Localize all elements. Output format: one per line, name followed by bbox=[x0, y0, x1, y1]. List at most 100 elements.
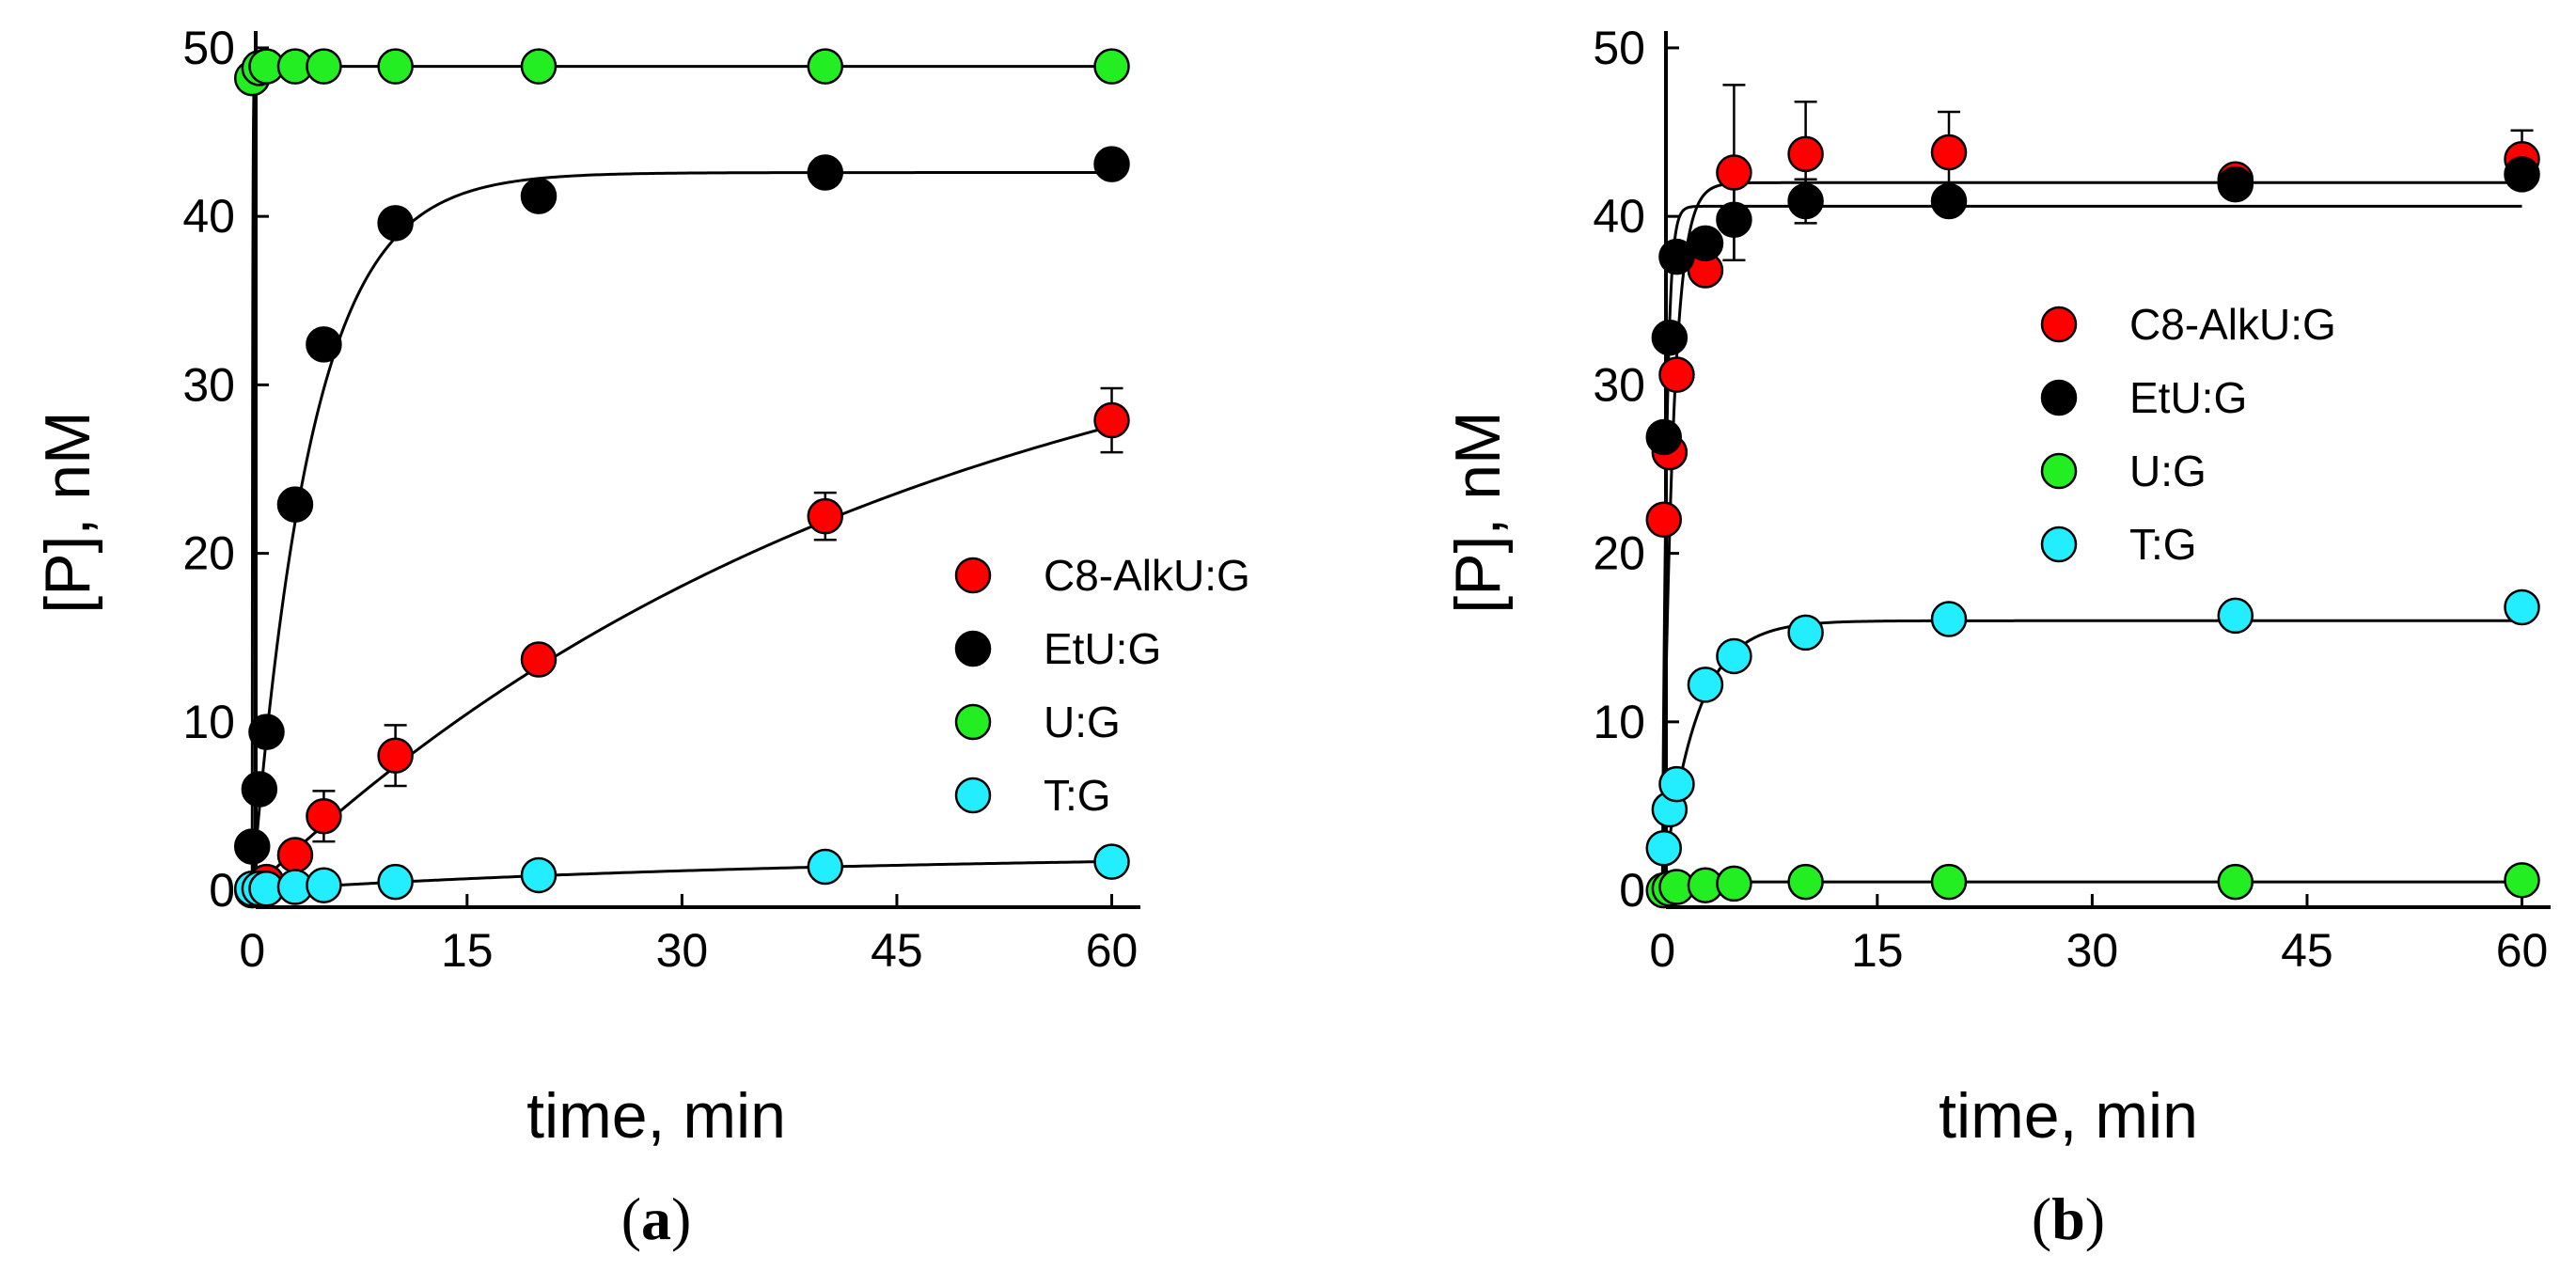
legend-label-a-t-g: T:G bbox=[1044, 771, 1111, 820]
caption-a-letter: a bbox=[641, 1185, 671, 1252]
x-tick-label-b-0: 0 bbox=[1649, 924, 1675, 977]
legend-marker-b-c8-alku-g bbox=[2040, 306, 2078, 343]
x-tick-label-b-30: 30 bbox=[2066, 924, 2119, 977]
data-point-b-t-g-7 bbox=[2217, 597, 2254, 635]
data-point-a-t-g-8 bbox=[1093, 843, 1130, 880]
y-tick-label-b-50: 50 bbox=[1593, 22, 1645, 74]
y-tick-label-b-30: 30 bbox=[1593, 358, 1645, 411]
legend-marker-a-t-g bbox=[954, 777, 992, 814]
data-point-b-u-g-4 bbox=[1716, 865, 1752, 902]
y-tick-label-a-50: 50 bbox=[182, 22, 235, 74]
x-axis-title-b: time, min bbox=[1939, 1080, 2198, 1152]
data-point-a-etu-g-3 bbox=[276, 486, 314, 523]
data-point-a-u-g-4 bbox=[306, 48, 342, 85]
legend-marker-a-c8-alku-g bbox=[954, 557, 992, 594]
fit-curve-a-u-g bbox=[250, 65, 1112, 891]
data-point-a-u-g-5 bbox=[377, 48, 414, 85]
data-point-a-etu-g-7 bbox=[807, 154, 844, 191]
data-point-a-c8-alku-g-8 bbox=[1093, 401, 1130, 439]
legend-label-b-etu-g: EtU:G bbox=[2129, 373, 2247, 422]
data-point-a-t-g-6 bbox=[520, 856, 558, 894]
data-point-a-etu-g-6 bbox=[520, 178, 558, 214]
legend-label-b-u-g: U:G bbox=[2129, 447, 2207, 495]
legend-label-a-etu-g: EtU:G bbox=[1044, 624, 1161, 673]
y-axis-title-b: [P], nM bbox=[1442, 411, 1514, 613]
caption-b-letter: b bbox=[2051, 1185, 2085, 1252]
x-axis-title-a: time, min bbox=[526, 1080, 786, 1152]
caption-b-close: ) bbox=[2085, 1185, 2105, 1252]
data-point-b-etu-g-7 bbox=[2217, 165, 2254, 203]
caption-b: (b) bbox=[2032, 1185, 2105, 1252]
y-axis-title-a: [P], nM bbox=[32, 411, 103, 613]
legend-label-b-c8-alku-g: C8-AlkU:G bbox=[2129, 300, 2336, 349]
data-point-a-t-g-4 bbox=[306, 867, 342, 903]
data-point-b-t-g-3 bbox=[1687, 667, 1724, 703]
legend-marker-a-u-g bbox=[954, 703, 992, 741]
data-point-a-c8-alku-g-6 bbox=[520, 641, 558, 678]
y-tick-label-a-20: 20 bbox=[182, 527, 235, 580]
legend-label-b-t-g: T:G bbox=[2129, 520, 2197, 569]
data-point-b-c8-alku-g-5 bbox=[1787, 135, 1824, 173]
legend-marker-b-t-g bbox=[2040, 526, 2078, 563]
data-point-b-etu-g-0 bbox=[1645, 418, 1683, 456]
x-tick-label-a-30: 30 bbox=[656, 924, 709, 977]
data-point-b-c8-alku-g-2 bbox=[1658, 356, 1695, 393]
data-point-b-t-g-2 bbox=[1658, 765, 1695, 803]
chart-panel-a: 0 15 30 45 60 0 10 20 30 40 50 C8-AlkU:G EtU:G U:G T:G bbox=[182, 22, 1249, 977]
data-point-b-etu-g-3 bbox=[1687, 225, 1724, 262]
fit-curve-b-etu-g bbox=[1660, 204, 2522, 891]
fit-curve-b-t-g bbox=[1660, 619, 2522, 891]
chart-panel-b: 0 15 30 45 60 0 10 20 30 40 50 C8-AlkU:G EtU:G U:G T:G bbox=[1593, 22, 2551, 977]
data-point-b-t-g-4 bbox=[1716, 637, 1752, 675]
data-point-b-etu-g-5 bbox=[1787, 182, 1824, 220]
x-tick-label-a-60: 60 bbox=[1086, 924, 1139, 977]
data-point-a-etu-g-2 bbox=[248, 714, 285, 750]
data-point-a-t-g-7 bbox=[807, 848, 844, 886]
y-tick-label-a-0: 0 bbox=[209, 864, 235, 917]
legend-marker-a-etu-g bbox=[954, 630, 992, 667]
x-tick-label-a-45: 45 bbox=[871, 924, 923, 977]
x-tick-label-a-15: 15 bbox=[441, 924, 494, 977]
data-point-a-t-g-5 bbox=[377, 863, 414, 901]
data-point-b-c8-alku-g-4 bbox=[1716, 154, 1752, 191]
x-tick-label-a-0: 0 bbox=[239, 924, 265, 977]
data-point-a-u-g-8 bbox=[1093, 48, 1130, 85]
y-tick-label-b-20: 20 bbox=[1593, 527, 1645, 580]
data-point-b-u-g-8 bbox=[2504, 862, 2540, 899]
data-point-a-c8-alku-g-5 bbox=[377, 737, 414, 774]
data-point-a-c8-alku-g-3 bbox=[276, 837, 314, 873]
data-point-b-etu-g-1 bbox=[1651, 319, 1689, 356]
x-tick-label-b-15: 15 bbox=[1851, 924, 1904, 977]
data-point-b-t-g-5 bbox=[1787, 614, 1824, 651]
y-tick-label-b-40: 40 bbox=[1593, 190, 1645, 243]
data-point-b-u-g-5 bbox=[1787, 863, 1824, 901]
data-point-b-etu-g-4 bbox=[1716, 201, 1752, 238]
data-point-b-u-g-6 bbox=[1930, 863, 1968, 901]
y-tick-label-a-40: 40 bbox=[182, 190, 235, 243]
y-tick-label-b-0: 0 bbox=[1619, 864, 1645, 917]
data-point-b-etu-g-6 bbox=[1930, 182, 1968, 220]
legend-label-a-c8-alku-g: C8-AlkU:G bbox=[1044, 551, 1250, 600]
caption-a: (a) bbox=[621, 1185, 692, 1252]
legend-label-a-u-g: U:G bbox=[1044, 698, 1121, 746]
data-point-a-u-g-7 bbox=[807, 48, 844, 85]
data-point-a-etu-g-1 bbox=[241, 771, 278, 808]
data-point-a-etu-g-8 bbox=[1093, 146, 1130, 182]
data-point-b-t-g-6 bbox=[1930, 601, 1968, 637]
fit-curve-b-c8-alku-g bbox=[1660, 180, 2522, 891]
y-tick-label-a-30: 30 bbox=[182, 358, 235, 411]
caption-a-open: ( bbox=[621, 1185, 641, 1252]
data-point-b-u-g-7 bbox=[2217, 863, 2254, 901]
x-tick-label-b-60: 60 bbox=[2496, 924, 2549, 977]
data-point-a-etu-g-0 bbox=[233, 828, 271, 865]
data-point-b-t-g-0 bbox=[1645, 830, 1683, 867]
caption-a-close: ) bbox=[671, 1185, 691, 1252]
y-tick-label-b-10: 10 bbox=[1593, 696, 1645, 748]
data-point-a-etu-g-5 bbox=[377, 205, 414, 242]
data-point-b-t-g-8 bbox=[2504, 588, 2540, 626]
legend-marker-b-u-g bbox=[2040, 452, 2078, 490]
data-point-a-etu-g-4 bbox=[306, 326, 342, 363]
data-point-b-etu-g-8 bbox=[2504, 156, 2540, 193]
y-tick-label-a-10: 10 bbox=[182, 696, 235, 748]
